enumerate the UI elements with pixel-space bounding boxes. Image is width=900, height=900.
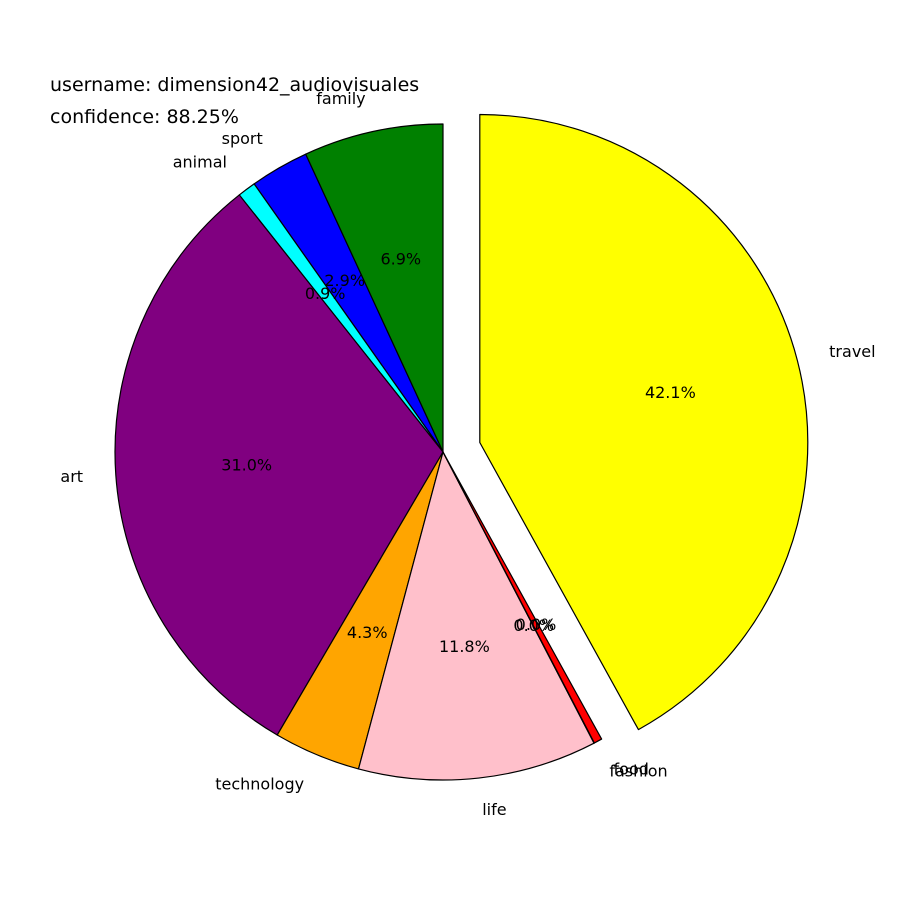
pie-slice-family <box>305 123 444 453</box>
slice-percent-fashion: 0.0% <box>513 616 554 635</box>
slice-label-life: life <box>482 800 506 819</box>
pie-slice-art <box>114 194 444 736</box>
slice-label-food: food <box>614 759 649 778</box>
slice-label-animal: animal <box>173 153 227 172</box>
slice-label-travel: travel <box>829 342 875 361</box>
slice-percent-technology: 4.3% <box>347 623 388 642</box>
slice-percent-travel: 42.1% <box>645 383 696 402</box>
pie-slice-food <box>442 451 603 744</box>
slice-percent-family: 6.9% <box>380 249 421 268</box>
slice-label-sport: sport <box>222 129 263 148</box>
confidence-text: confidence: 88.25% <box>50 106 239 128</box>
slice-label-art: art <box>60 467 83 486</box>
pie-slice-travel <box>479 113 809 731</box>
slice-percent-life: 11.8% <box>439 637 490 656</box>
slice-label-technology: technology <box>215 774 304 793</box>
slice-percent-sport: 2.9% <box>324 271 365 290</box>
slice-label-fashion: fashion <box>609 762 667 781</box>
slice-percent-animal: 0.9% <box>305 284 346 303</box>
pie-slice-life <box>357 451 595 781</box>
slice-percent-art: 31.0% <box>221 455 272 474</box>
username-text: username: dimension42_audiovisuales <box>50 74 420 96</box>
slice-percent-food: 0.0% <box>516 615 557 634</box>
slice-label-family: family <box>316 89 365 108</box>
